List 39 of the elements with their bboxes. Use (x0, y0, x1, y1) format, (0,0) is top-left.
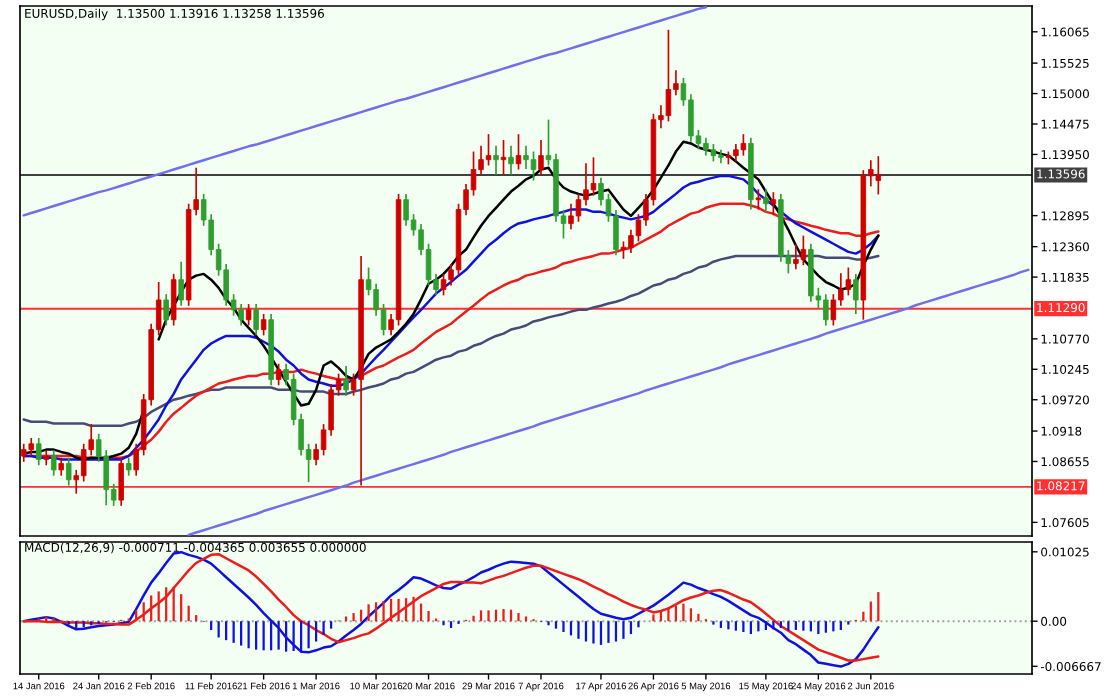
candlestick (508, 144, 514, 176)
line-series (187, 268, 1030, 536)
candlestick (493, 144, 499, 176)
candlestick (485, 133, 492, 167)
candlestick (530, 150, 537, 182)
candlestick (275, 362, 282, 387)
candlestick (238, 303, 244, 327)
candlestick (260, 313, 267, 337)
candlestick (515, 133, 522, 171)
candlestick (830, 293, 837, 327)
candlestick (523, 144, 529, 170)
candlestick (665, 28, 672, 123)
candlestick (575, 193, 582, 223)
candlestick (253, 303, 259, 337)
candlestick (178, 260, 184, 307)
candlestick (36, 437, 42, 467)
candlestick (823, 293, 829, 327)
candlestick (403, 193, 409, 227)
candlestick (590, 156, 597, 197)
line-series (22, 6, 708, 217)
candlestick (245, 303, 252, 327)
candlestick (65, 456, 72, 487)
candlestick (770, 191, 777, 217)
candlestick (793, 243, 799, 271)
candlestick (718, 148, 724, 164)
candlestick (800, 234, 807, 267)
candlestick (538, 139, 544, 177)
candlestick (808, 242, 814, 303)
candlestick (763, 188, 769, 214)
candlestick (343, 365, 349, 397)
candlestick (740, 133, 747, 157)
candlestick (50, 449, 57, 477)
candlestick (755, 188, 762, 211)
candlestick (568, 202, 574, 231)
candlestick (853, 273, 859, 315)
candlestick (170, 273, 177, 327)
candlestick (875, 155, 882, 196)
candlestick (118, 456, 124, 507)
candlestick (163, 293, 169, 327)
